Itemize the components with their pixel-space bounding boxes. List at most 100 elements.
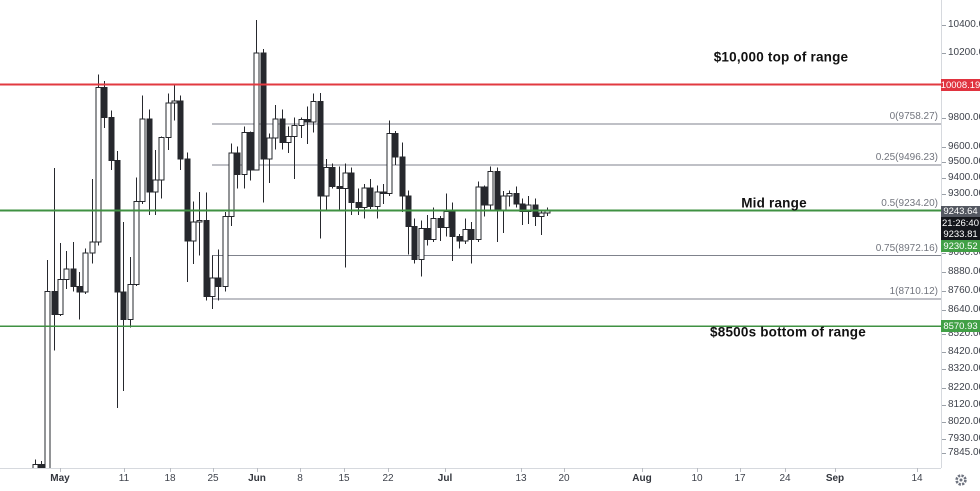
time-label: 10: [691, 473, 703, 484]
price-tick-label: 9300.00: [941, 188, 980, 199]
candle: [279, 109, 286, 150]
time-tick: [785, 468, 786, 472]
candle: [298, 117, 305, 139]
annotation-top-of-range[interactable]: $10,000 top of range: [713, 49, 849, 65]
candle: [152, 150, 159, 215]
price-tick-label: 7845.00: [941, 447, 980, 458]
candle: [146, 109, 153, 215]
time-label: 22: [382, 473, 394, 484]
time-label: 13: [515, 473, 527, 484]
price-tick-label: 8020.00: [941, 417, 980, 427]
time-tick: [388, 468, 389, 472]
fib-level-label: 0.25(9496.23): [875, 152, 938, 163]
time-label: Sep: [825, 473, 845, 484]
candle: [538, 211, 545, 235]
price-tick-label: 9800.00: [941, 112, 980, 123]
time-label: 18: [164, 473, 176, 484]
countdown-tag: 21:26:40: [941, 217, 980, 229]
candle: [506, 190, 513, 207]
candle: [462, 218, 469, 244]
time-tick: [917, 468, 918, 472]
candle: [392, 130, 399, 166]
candle: [494, 167, 501, 243]
candle: [374, 185, 381, 219]
annotation-bottom-of-range[interactable]: $8500s bottom of range: [710, 324, 866, 340]
candles: [32, 20, 551, 468]
time-tick: [344, 468, 345, 472]
price-tick-label: 9600.00: [941, 142, 980, 152]
price-chart-plot[interactable]: [0, 0, 941, 468]
candle: [475, 181, 482, 243]
candle: [82, 248, 89, 294]
price-tag: 9233.81: [941, 228, 980, 241]
candle: [101, 80, 108, 128]
candle: [487, 166, 494, 212]
fib-level-label: 0.5(9234.20): [881, 197, 938, 209]
candle: [500, 191, 507, 234]
candle: [468, 222, 475, 264]
time-label: 11: [118, 473, 130, 484]
candle: [513, 186, 520, 208]
candle: [310, 93, 317, 133]
time-label: 8: [297, 473, 303, 484]
time-label: 17: [734, 473, 746, 484]
time-tick: [697, 468, 698, 472]
candle: [304, 106, 311, 145]
time-label: 25: [207, 473, 219, 484]
candle: [532, 198, 539, 226]
candle: [241, 126, 248, 189]
candle: [285, 126, 292, 153]
candle: [342, 163, 349, 268]
candle: [266, 133, 273, 184]
time-tick: [124, 468, 125, 472]
candle: [57, 243, 64, 316]
candle: [171, 85, 178, 121]
candle: [158, 136, 165, 199]
price-tick-label: 8420.00: [941, 346, 980, 357]
candle: [209, 255, 216, 310]
price-tick-label: 10200.00: [941, 48, 980, 58]
time-tick: [213, 468, 214, 472]
candle: [247, 131, 254, 181]
time-label: 24: [779, 473, 791, 484]
axis-settings-corner[interactable]: [941, 468, 980, 491]
candle: [437, 215, 444, 242]
candle: [76, 272, 83, 320]
candle: [411, 218, 418, 264]
annotation-mid-range[interactable]: Mid range: [741, 195, 807, 211]
candle: [184, 152, 191, 283]
candle: [177, 95, 184, 170]
time-tick: [642, 468, 643, 472]
price-tag: 8570.93: [941, 320, 980, 333]
price-tick-label: 8520.00: [941, 329, 980, 339]
candle: [329, 163, 336, 189]
candle: [336, 166, 343, 212]
time-label: May: [50, 473, 70, 484]
time-label: 20: [558, 473, 570, 484]
time-tick: [170, 468, 171, 472]
candle: [222, 212, 229, 292]
candle: [89, 179, 96, 264]
price-tag: 10008.19: [940, 79, 980, 91]
candle: [443, 193, 450, 237]
candle: [95, 74, 102, 246]
time-axis-border: [0, 468, 980, 469]
candle: [418, 220, 425, 277]
candle: [70, 242, 77, 292]
time-label: Jul: [437, 473, 453, 484]
gear-icon[interactable]: [954, 473, 968, 487]
candle: [430, 207, 437, 243]
time-label: Jun: [248, 473, 266, 484]
candle: [234, 146, 241, 189]
time-label: Aug: [632, 473, 652, 484]
candle: [253, 20, 260, 171]
price-tick-label: 8220.00: [941, 382, 980, 393]
time-tick: [445, 468, 446, 472]
candle: [367, 179, 374, 210]
candle: [519, 198, 526, 225]
candle: [399, 142, 406, 213]
price-tick-label: 7930.00: [941, 433, 980, 444]
fib-level-label: 0.75(8972.16): [875, 242, 938, 254]
price-tag: 9230.52: [941, 240, 980, 252]
